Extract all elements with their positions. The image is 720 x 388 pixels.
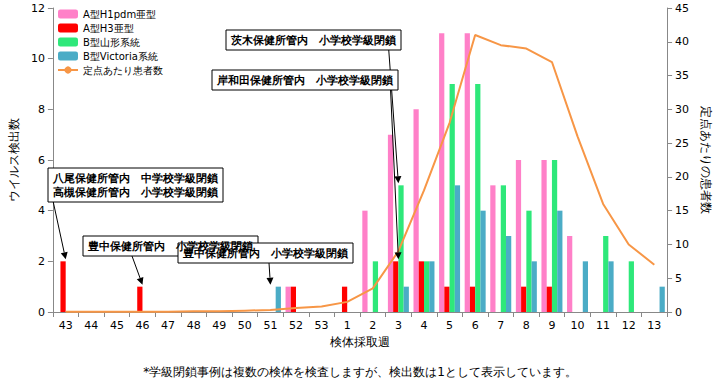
svg-text:51: 51 xyxy=(263,319,277,332)
svg-text:B型山形系統: B型山形系統 xyxy=(83,37,140,48)
svg-text:検体採取週: 検体採取週 xyxy=(330,335,390,349)
svg-text:43: 43 xyxy=(59,319,73,332)
svg-text:12: 12 xyxy=(31,2,45,15)
svg-text:50: 50 xyxy=(238,319,252,332)
svg-text:4: 4 xyxy=(38,204,45,217)
svg-text:46: 46 xyxy=(135,319,149,332)
svg-text:7: 7 xyxy=(497,319,504,332)
svg-text:9: 9 xyxy=(548,319,555,332)
svg-text:茨木保健所管内 小学校学級閉鎖: 茨木保健所管内 小学校学級閉鎖 xyxy=(230,34,397,47)
svg-text:10: 10 xyxy=(571,319,585,332)
svg-text:44: 44 xyxy=(84,319,98,332)
svg-text:6: 6 xyxy=(472,319,479,332)
svg-text:53: 53 xyxy=(315,319,329,332)
svg-text:B型Victoria系統: B型Victoria系統 xyxy=(83,51,158,62)
svg-text:2: 2 xyxy=(369,319,376,332)
svg-text:5: 5 xyxy=(446,319,453,332)
svg-text:*学級閉鎖事例は複数の検体を検査しますが、検出数は1として表: *学級閉鎖事例は複数の検体を検査しますが、検出数は1として表示しています。 xyxy=(143,365,577,379)
svg-text:5: 5 xyxy=(675,272,682,285)
svg-text:豊中保健所管内 小学校学級閉鎖: 豊中保健所管内 小学校学級閉鎖 xyxy=(182,247,349,260)
svg-text:1: 1 xyxy=(344,319,351,332)
svg-text:4: 4 xyxy=(420,319,427,332)
svg-text:13: 13 xyxy=(647,319,661,332)
svg-text:10: 10 xyxy=(675,238,689,251)
svg-text:3: 3 xyxy=(395,319,402,332)
svg-text:10: 10 xyxy=(31,52,45,65)
svg-text:2: 2 xyxy=(38,255,45,268)
svg-text:岸和田保健所管内 小学校学級閉鎖: 岸和田保健所管内 小学校学級閉鎖 xyxy=(216,74,394,87)
svg-text:0: 0 xyxy=(38,306,45,319)
svg-text:52: 52 xyxy=(289,319,303,332)
svg-text:15: 15 xyxy=(675,204,689,217)
svg-text:48: 48 xyxy=(187,319,201,332)
svg-text:8: 8 xyxy=(38,103,45,116)
svg-text:25: 25 xyxy=(675,137,689,150)
svg-text:49: 49 xyxy=(212,319,226,332)
svg-text:47: 47 xyxy=(161,319,175,332)
svg-text:11: 11 xyxy=(596,319,610,332)
svg-text:高槻保健所管内 小学校学級閉鎖: 高槻保健所管内 小学校学級閉鎖 xyxy=(53,186,219,199)
svg-text:豊中保健所管内 小学校学級閉鎖: 豊中保健所管内 小学校学級閉鎖 xyxy=(88,239,253,253)
svg-text:0: 0 xyxy=(675,306,682,319)
svg-text:6: 6 xyxy=(38,154,45,167)
svg-text:45: 45 xyxy=(675,2,689,15)
svg-text:A型H3亜型: A型H3亜型 xyxy=(83,23,134,34)
svg-text:A型H1pdm亜型: A型H1pdm亜型 xyxy=(83,9,156,20)
svg-text:40: 40 xyxy=(675,35,689,48)
svg-text:35: 35 xyxy=(675,69,689,82)
svg-text:定点あたり患者数: 定点あたり患者数 xyxy=(83,65,163,76)
svg-text:30: 30 xyxy=(675,103,689,116)
svg-text:ウイルス検出数: ウイルス検出数 xyxy=(7,118,21,202)
svg-text:12: 12 xyxy=(622,319,636,332)
svg-text:定点あたりの患者数: 定点あたりの患者数 xyxy=(699,106,713,214)
svg-text:20: 20 xyxy=(675,170,689,183)
svg-text:45: 45 xyxy=(110,319,124,332)
svg-text:8: 8 xyxy=(523,319,530,332)
svg-text:八尾保健所管内 中学校学級閉鎖: 八尾保健所管内 中学校学級閉鎖 xyxy=(52,172,219,185)
